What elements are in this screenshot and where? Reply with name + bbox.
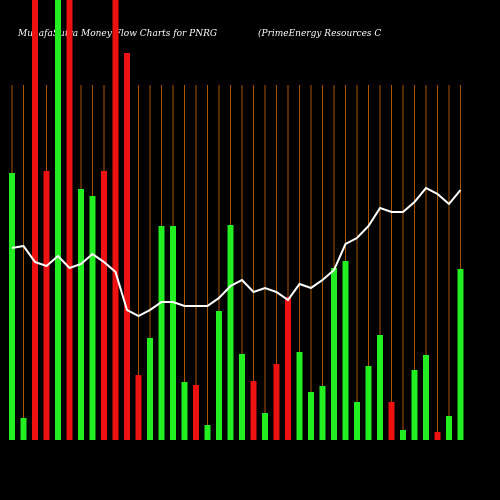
bar	[43, 171, 50, 440]
bar	[308, 392, 314, 440]
bar	[170, 226, 176, 440]
bar	[158, 226, 165, 440]
bar	[457, 269, 464, 440]
bar	[365, 366, 372, 440]
bar	[400, 430, 406, 440]
bar	[331, 268, 337, 440]
bar	[296, 352, 303, 440]
bar	[319, 386, 326, 440]
bar	[250, 381, 257, 440]
bar	[78, 189, 84, 440]
bar	[32, 0, 38, 440]
bar	[66, 0, 73, 440]
bar	[285, 297, 291, 440]
bar	[9, 173, 15, 440]
bar	[135, 375, 142, 440]
bar	[147, 338, 153, 440]
bar	[423, 355, 429, 440]
bar	[434, 432, 441, 440]
chart-subtitle: (PrimeEnergy Resources C	[258, 28, 381, 39]
bar	[193, 385, 199, 440]
bar	[101, 171, 107, 440]
bar	[55, 0, 61, 440]
bar	[216, 311, 222, 440]
bar	[377, 335, 383, 440]
bar	[342, 261, 349, 440]
bar	[446, 416, 452, 440]
bar	[89, 196, 96, 440]
bar	[124, 53, 130, 440]
bar	[388, 402, 395, 440]
bar	[262, 413, 268, 440]
bar	[273, 364, 280, 440]
flow-line	[11, 186, 462, 318]
bar	[411, 370, 418, 440]
bar	[20, 418, 27, 440]
bar	[227, 225, 234, 440]
bar	[204, 425, 211, 440]
bar	[112, 0, 119, 440]
bar	[181, 382, 188, 440]
bar	[354, 402, 360, 440]
bar	[239, 354, 245, 440]
